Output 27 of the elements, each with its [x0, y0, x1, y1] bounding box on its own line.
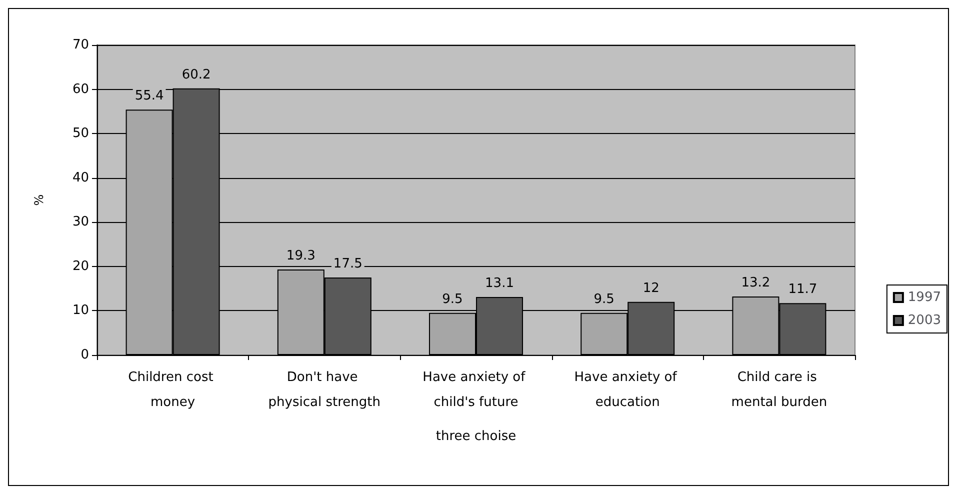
x-tick-label: Child care is mental burden	[731, 370, 828, 410]
data-label: 11.7	[788, 282, 818, 298]
data-label: 12	[642, 280, 660, 296]
x-tick-label: Have anxiety of child's future	[422, 370, 530, 410]
data-label: 13.2	[741, 276, 770, 291]
data-label: 19.3	[286, 248, 316, 264]
y-tick-label: 20	[72, 258, 89, 274]
data-label: 55.4	[134, 88, 164, 104]
x-tick-label: Have anxiety of education	[574, 370, 681, 410]
data-label: 17.5	[333, 256, 362, 272]
legend-label: 1997	[908, 290, 942, 305]
y-tick-label: 10	[72, 303, 89, 318]
y-tick-label: 70	[72, 38, 89, 52]
y-tick-label: 0	[80, 348, 89, 362]
y-tick-label: 60	[72, 82, 89, 97]
data-label: 13.1	[485, 276, 514, 291]
data-label: 60.2	[182, 67, 211, 82]
x-tick-label: Children cost money	[128, 370, 218, 410]
data-label: 9.5	[594, 292, 614, 307]
data-label: 9.5	[442, 292, 463, 307]
legend-label: 2003	[908, 313, 942, 328]
y-tick-label: 40	[72, 170, 89, 186]
y-tick-label: 30	[72, 214, 89, 230]
y-tick-label: 50	[72, 126, 89, 142]
x-axis-title: three choise	[436, 429, 516, 444]
x-tick-label: Don't have physical strength	[268, 370, 380, 410]
y-axis-title: %	[32, 194, 46, 206]
